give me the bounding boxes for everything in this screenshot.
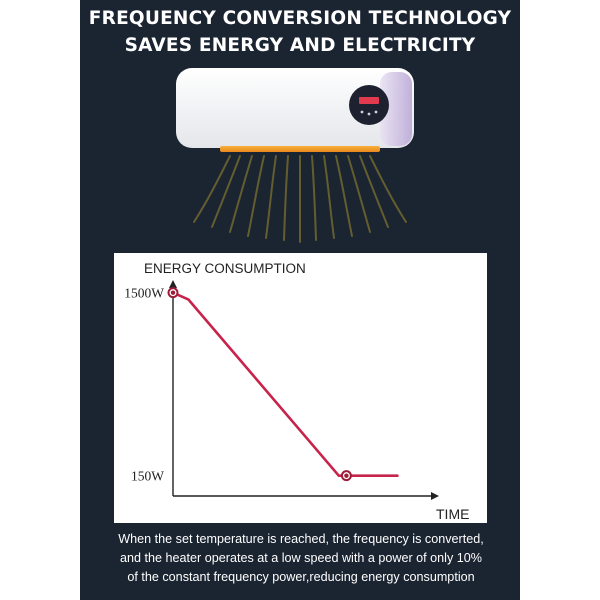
energy-chart: ENERGY CONSUMPTION TIME 1500W 150W <box>114 253 487 523</box>
data-point-marker-center-1 <box>344 473 349 478</box>
caption: When the set temperature is reached, the… <box>86 530 516 587</box>
headline-line-1: FREQUENCY CONVERSION TECHNOLOGY <box>88 8 512 29</box>
control-panel-icon <box>349 85 389 125</box>
y-axis-arrow <box>169 280 177 288</box>
headline-line-2: SAVES ENERGY AND ELECTRICITY <box>124 35 476 56</box>
heater-body <box>176 68 414 152</box>
caption-line-2: and the heater operates at a low speed w… <box>120 551 482 565</box>
chart-canvas: ENERGY CONSUMPTION TIME 1500W 150W <box>124 261 469 522</box>
caption-line-1: When the set temperature is reached, the… <box>118 532 484 546</box>
data-point-marker-center-0 <box>170 290 176 295</box>
caption-line-3: of the constant frequency power,reducing… <box>127 570 475 584</box>
wall-heater-illustration <box>176 68 414 243</box>
x-axis-label: TIME <box>436 506 469 522</box>
y-axis-label: ENERGY CONSUMPTION <box>144 261 306 276</box>
y-tick-label-0: 1500W <box>124 286 164 301</box>
y-tick-label-1: 150W <box>131 469 164 484</box>
series-line-0 <box>171 291 399 477</box>
x-axis-arrow <box>431 492 439 500</box>
warm-airflow-lines <box>193 155 407 243</box>
